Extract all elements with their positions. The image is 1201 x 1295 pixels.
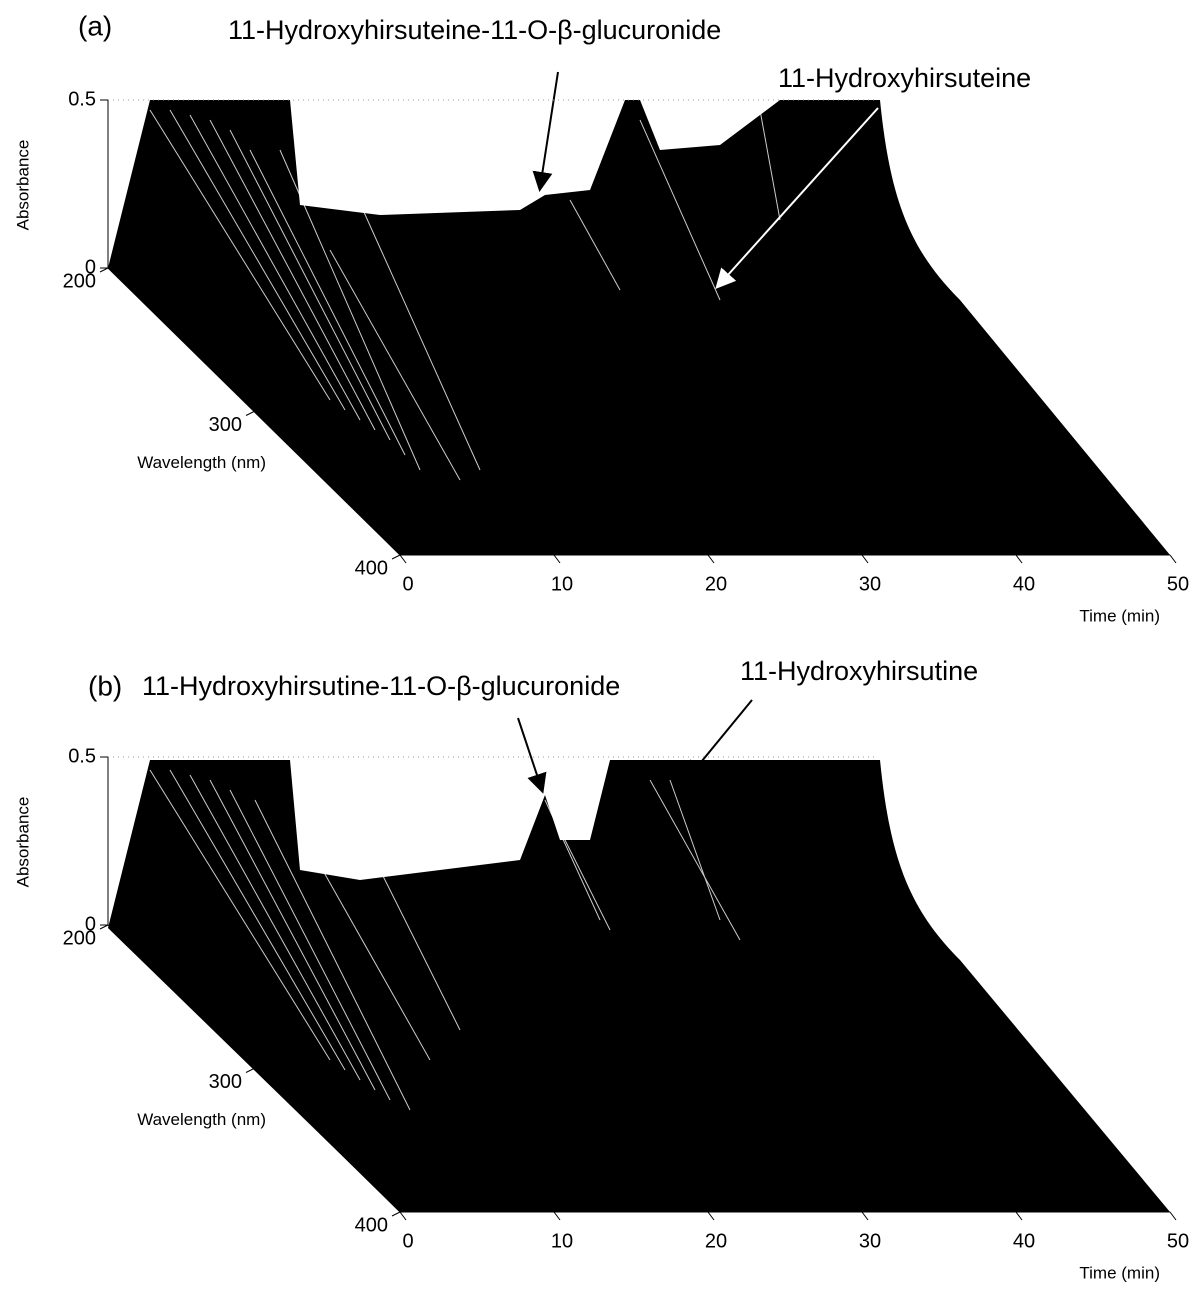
x-tick-label: 40 <box>1013 1230 1035 1252</box>
x-tick <box>861 554 869 564</box>
x-tick <box>1169 1211 1177 1221</box>
x-tick <box>553 1211 561 1221</box>
x-tick-label: 50 <box>1167 1230 1189 1252</box>
annotation-arrow <box>517 717 547 794</box>
z-axis-label: Wavelength (nm) <box>137 1110 266 1129</box>
x-tick <box>861 1211 869 1221</box>
x-tick-label: 20 <box>705 1230 727 1252</box>
x-tick-label: 30 <box>859 1230 881 1252</box>
y-axis-label: Absorbance <box>13 140 32 231</box>
panel-label: (a) <box>78 10 112 41</box>
x-tick <box>553 554 561 564</box>
x-tick-label: 10 <box>551 573 573 595</box>
x-tick <box>399 554 407 564</box>
y-tick-label: 0 <box>85 913 96 935</box>
x-tick-label: 0 <box>402 573 413 595</box>
z-tick <box>99 924 109 930</box>
z-tick-label: 200 <box>63 270 96 292</box>
surface <box>108 100 1170 555</box>
z-tick <box>245 411 255 416</box>
z-tick <box>99 267 109 273</box>
z-tick <box>391 554 401 560</box>
x-axis-label: Time (min) <box>1079 606 1160 625</box>
annotation-arrow <box>532 71 559 192</box>
x-tick-label: 0 <box>402 1230 413 1252</box>
z-axis-label: Wavelength (nm) <box>137 453 266 472</box>
annotation: 11-Hydroxyhirsuteine-11-O-β-glucuronide <box>228 15 721 45</box>
z-tick <box>245 1068 255 1073</box>
z-tick <box>391 1211 401 1217</box>
annotation-arrow <box>685 699 753 782</box>
y-tick-label: 0.5 <box>68 745 96 767</box>
z-tick-label: 400 <box>355 1214 388 1236</box>
x-tick-label: 30 <box>859 573 881 595</box>
panel-label: (b) <box>88 670 122 701</box>
x-tick <box>399 1211 407 1221</box>
x-tick-label: 50 <box>1167 573 1189 595</box>
y-tick-label: 0 <box>85 256 96 278</box>
surface-ridges <box>149 769 741 1111</box>
surface-ridges <box>149 109 781 481</box>
y-axis-label: Absorbance <box>13 797 32 888</box>
annotation: 11-Hydroxyhirsutine-11-O-β-glucuronide <box>142 671 620 701</box>
x-tick <box>707 1211 715 1221</box>
x-tick <box>1169 554 1177 564</box>
x-tick <box>1015 554 1023 564</box>
x-tick-label: 40 <box>1013 573 1035 595</box>
z-tick-label: 200 <box>63 927 96 949</box>
surface <box>108 760 1170 1212</box>
x-tick <box>1015 1211 1023 1221</box>
z-tick-label: 300 <box>209 1071 242 1093</box>
x-tick <box>707 554 715 564</box>
z-tick-label: 300 <box>209 414 242 436</box>
x-tick-label: 10 <box>551 1230 573 1252</box>
annotation: 11-Hydroxyhirsuteine <box>778 63 1031 93</box>
y-tick-label: 0.5 <box>68 88 96 110</box>
x-tick-label: 20 <box>705 573 727 595</box>
x-axis-label: Time (min) <box>1079 1263 1160 1282</box>
annotation-arrow <box>715 107 879 289</box>
annotation: 11-Hydroxyhirsutine <box>740 656 978 686</box>
z-tick-label: 400 <box>355 557 388 579</box>
